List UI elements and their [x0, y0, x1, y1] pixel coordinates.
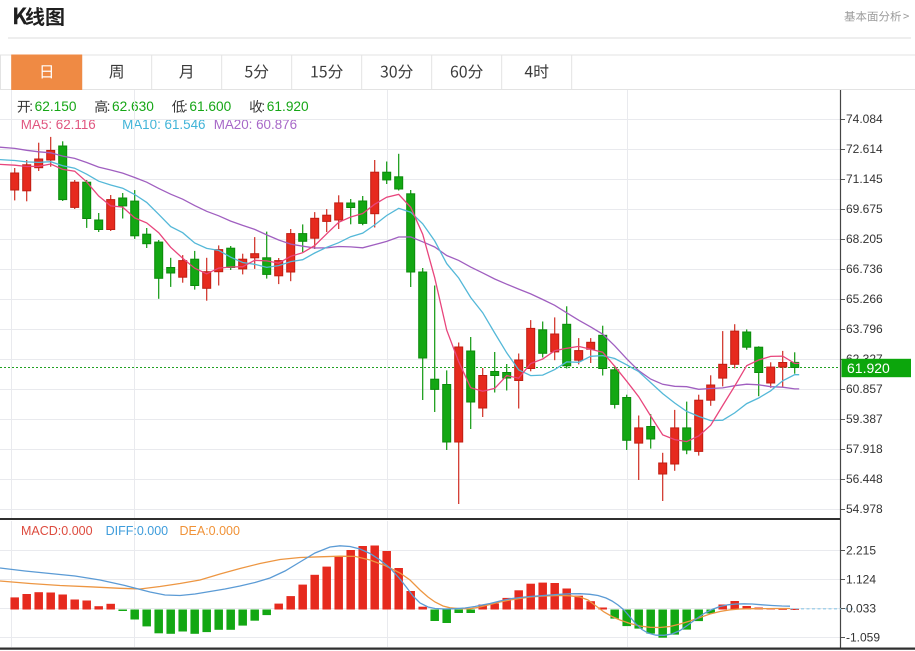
svg-text:66.736: 66.736 [846, 262, 883, 276]
svg-text:62.630: 62.630 [112, 99, 154, 114]
svg-text:61.600: 61.600 [189, 99, 231, 114]
svg-text:61.920: 61.920 [847, 360, 890, 376]
svg-text:2.215: 2.215 [846, 544, 876, 558]
svg-text:0.033: 0.033 [846, 602, 876, 616]
svg-text:MA5: 62.116: MA5: 62.116 [21, 117, 96, 132]
svg-text:57.918: 57.918 [846, 442, 883, 456]
svg-text:DIFF:0.000: DIFF:0.000 [106, 524, 169, 538]
svg-text::: : [184, 99, 188, 114]
svg-text:56.448: 56.448 [846, 472, 883, 486]
svg-text:68.205: 68.205 [846, 232, 883, 246]
svg-text:54.978: 54.978 [846, 502, 883, 516]
svg-text:1.124: 1.124 [846, 573, 876, 587]
svg-text:65.266: 65.266 [846, 292, 883, 306]
svg-text::: : [261, 99, 265, 114]
svg-text::: : [107, 99, 111, 114]
svg-text:74.084: 74.084 [846, 112, 883, 126]
svg-text:69.675: 69.675 [846, 202, 883, 216]
svg-text:DEA:0.000: DEA:0.000 [180, 524, 241, 538]
svg-text:63.796: 63.796 [846, 322, 883, 336]
svg-text:60.857: 60.857 [846, 382, 883, 396]
svg-text:MA10: 61.546: MA10: 61.546 [122, 117, 205, 132]
svg-text:72.614: 72.614 [846, 142, 883, 156]
svg-text:62.150: 62.150 [35, 99, 77, 114]
svg-text:71.145: 71.145 [846, 172, 883, 186]
svg-text:MA20: 60.876: MA20: 60.876 [214, 117, 297, 132]
svg-text:MACD:0.000: MACD:0.000 [21, 524, 93, 538]
svg-text:59.387: 59.387 [846, 412, 883, 426]
svg-text:-1.059: -1.059 [846, 631, 880, 645]
svg-text::: : [29, 99, 33, 114]
svg-text:61.920: 61.920 [267, 99, 309, 114]
